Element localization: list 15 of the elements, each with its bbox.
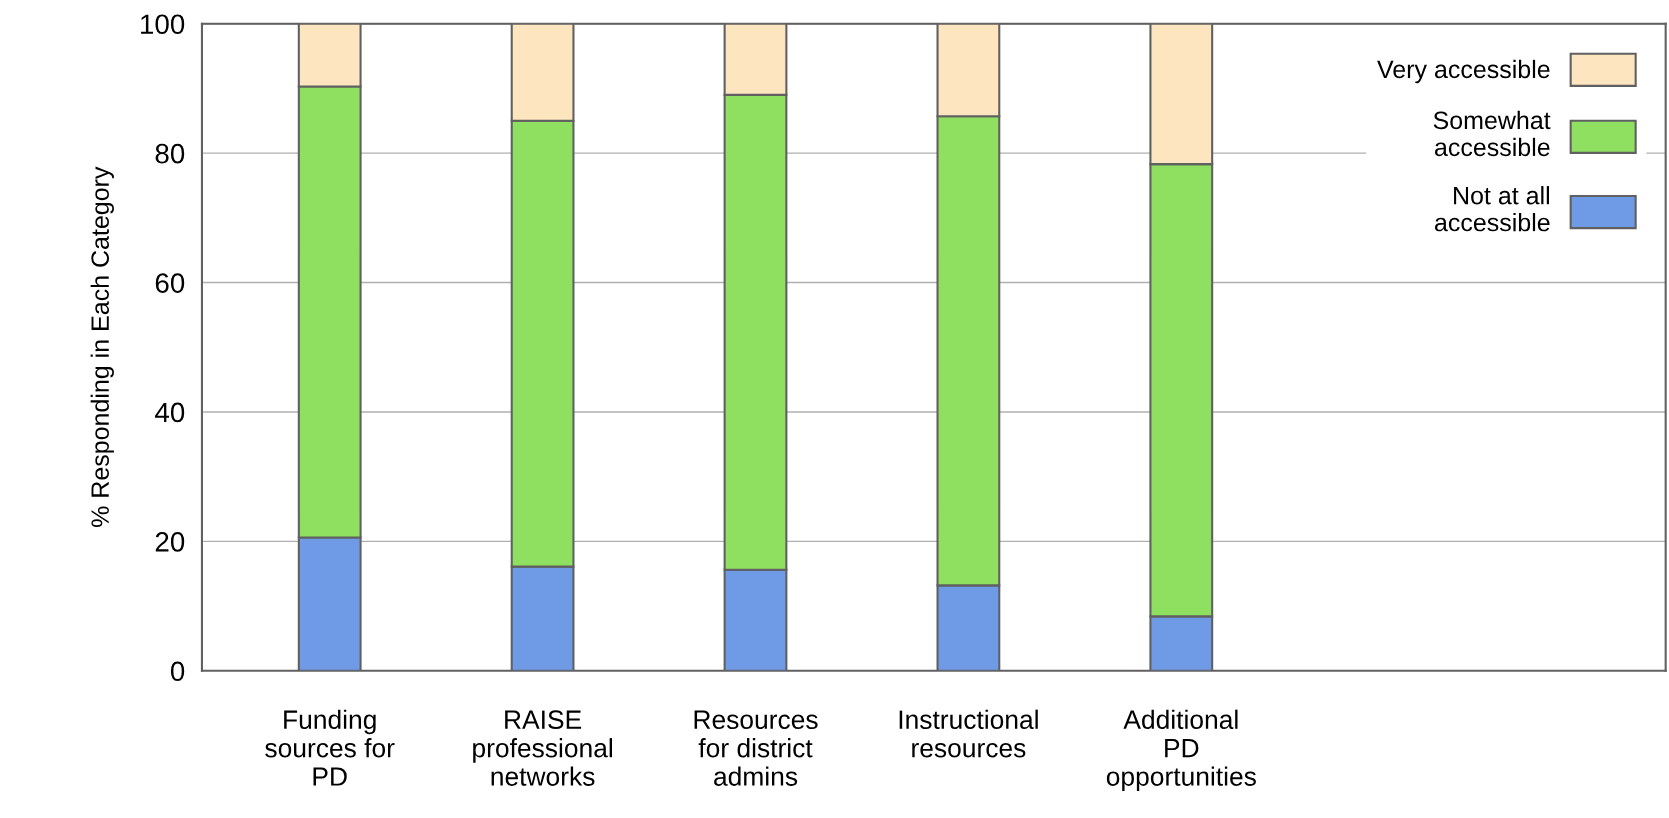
- y-tick-label: 20: [155, 532, 185, 552]
- x-tick-label: Additional PD opportunities: [1106, 709, 1256, 792]
- legend-label: Not at all accessible: [1435, 186, 1550, 232]
- y-tick-label: 80: [155, 143, 185, 164]
- x-tick-label: RAISE professional networks: [473, 710, 612, 786]
- y-tick-label: 40: [155, 402, 185, 423]
- x-tick-label: Instructional resources: [899, 709, 1038, 758]
- legend-label: Very accessible: [1377, 59, 1550, 84]
- y-tick-label: 0: [170, 661, 185, 682]
- x-tick-label: Funding sources for PD: [265, 709, 395, 786]
- y-tick-label: 60: [155, 273, 185, 293]
- x-tick-label: Resources for district admins: [694, 710, 818, 786]
- legend-label: Somewhat accessible: [1433, 110, 1551, 157]
- y-tick-label: 100: [141, 14, 185, 35]
- y-axis-title: % Responding in Each Category: [90, 166, 114, 527]
